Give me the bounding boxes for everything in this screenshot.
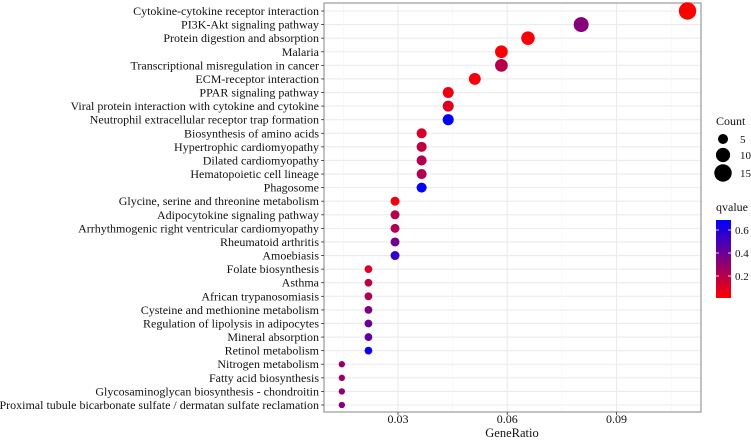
y-tick-label: Dilated cardiomyopathy: [203, 153, 319, 167]
point: [364, 333, 373, 341]
point: [338, 374, 346, 382]
point: [521, 31, 535, 45]
y-tick-label: ECM-receptor interaction: [195, 72, 319, 86]
size-legend-dot: [714, 164, 732, 182]
y-tick-label: Retinol metabolism: [225, 344, 320, 358]
y-tick-label: Folate biosynthesis: [227, 262, 320, 276]
color-legend-label: 0.4: [735, 248, 749, 260]
y-tick-label: Proximal tubule bicarbonate sulfate / de…: [0, 398, 319, 412]
point: [338, 401, 346, 409]
point: [390, 210, 400, 220]
point: [364, 319, 373, 328]
color-legend: qvalue 0.2 0.4 0.6: [716, 200, 749, 298]
y-tick-label: Transcriptional misregulation in cancer: [130, 58, 319, 72]
point: [573, 17, 589, 33]
y-tick-label: African trypanosomiasis: [201, 289, 319, 303]
size-legend: Count 5 10 15: [714, 114, 751, 182]
x-axis-title: GeneRatio: [485, 426, 538, 440]
point: [468, 72, 481, 85]
y-tick-label: Rheumatoid arthritis: [220, 235, 319, 249]
y-tick-label: Fatty acid biosynthesis: [209, 371, 319, 385]
grid: [324, 3, 701, 412]
y-tick-label: Cysteine and methionine metabolism: [141, 303, 320, 317]
point: [495, 58, 508, 72]
y-axis-labels: Cytokine-cytokine receptor interactionPI…: [0, 4, 324, 412]
size-legend-label: 15: [740, 168, 751, 180]
point: [495, 45, 508, 59]
y-tick-label: Hematopoietic cell lineage: [190, 167, 319, 181]
point: [442, 100, 454, 112]
y-tick-label: Mineral absorption: [227, 330, 319, 344]
point: [390, 237, 400, 247]
y-tick-label: Glycosaminoglycan biosynthesis - chondro…: [95, 384, 319, 398]
point: [678, 2, 697, 20]
size-legend-dot: [717, 133, 729, 145]
y-tick-label: PPAR signaling pathway: [199, 86, 319, 100]
plot-panel-border: [323, 2, 702, 413]
y-tick-label: Biosynthesis of amino acids: [184, 126, 319, 140]
point: [442, 114, 454, 126]
point: [442, 87, 454, 99]
point: [364, 346, 373, 355]
x-tick-label: 0.06: [497, 412, 518, 426]
color-bar: [716, 220, 731, 298]
y-tick-label: Viral protein interaction with cytokine …: [70, 99, 319, 113]
point: [338, 361, 346, 368]
points: [338, 2, 697, 409]
y-tick-label: PI3K-Akt signaling pathway: [181, 18, 319, 32]
point: [416, 128, 427, 139]
y-tick-label: Arrhythmogenic right ventricular cardiom…: [78, 221, 319, 235]
point: [390, 196, 400, 206]
point: [364, 278, 373, 287]
y-tick-label: Neutrophil extracellular receptor trap f…: [90, 113, 319, 127]
y-tick-label: Malaria: [282, 45, 320, 59]
point: [390, 251, 400, 261]
color-legend-label: 0.2: [735, 271, 749, 283]
y-tick-label: Hypertrophic cardiomyopathy: [174, 140, 319, 154]
y-tick-label: Nitrogen metabolism: [217, 357, 319, 371]
y-tick-label: Regulation of lipolysis in adipocytes: [143, 316, 319, 330]
point: [416, 169, 427, 180]
x-tick-label: 0.03: [387, 412, 408, 426]
point: [416, 155, 427, 166]
color-legend-title: qvalue: [716, 200, 748, 214]
size-legend-title: Count: [716, 114, 746, 128]
point: [364, 265, 373, 274]
size-legend-dot: [715, 147, 731, 163]
size-legend-label: 10: [740, 150, 751, 162]
y-tick-label: Cytokine-cytokine receptor interaction: [133, 4, 319, 18]
point: [416, 182, 427, 193]
point: [364, 305, 373, 314]
y-tick-label: Phagosome: [264, 181, 319, 195]
y-tick-label: Amoebiasis: [262, 249, 319, 263]
y-tick-label: Adipocytokine signaling pathway: [157, 208, 319, 222]
point: [416, 141, 427, 152]
color-legend-label: 0.6: [735, 225, 749, 237]
x-tick-label: 0.09: [606, 412, 627, 426]
x-axis-ticks: 0.03 0.06 0.09: [387, 412, 627, 426]
y-tick-label: Asthma: [282, 276, 320, 290]
y-tick-label: Protein digestion and absorption: [163, 31, 319, 45]
y-tick-label: Glycine, serine and threonine metabolism: [119, 194, 320, 208]
point: [390, 223, 400, 233]
point: [364, 292, 373, 301]
point: [338, 388, 346, 395]
size-legend-label: 5: [740, 134, 746, 146]
